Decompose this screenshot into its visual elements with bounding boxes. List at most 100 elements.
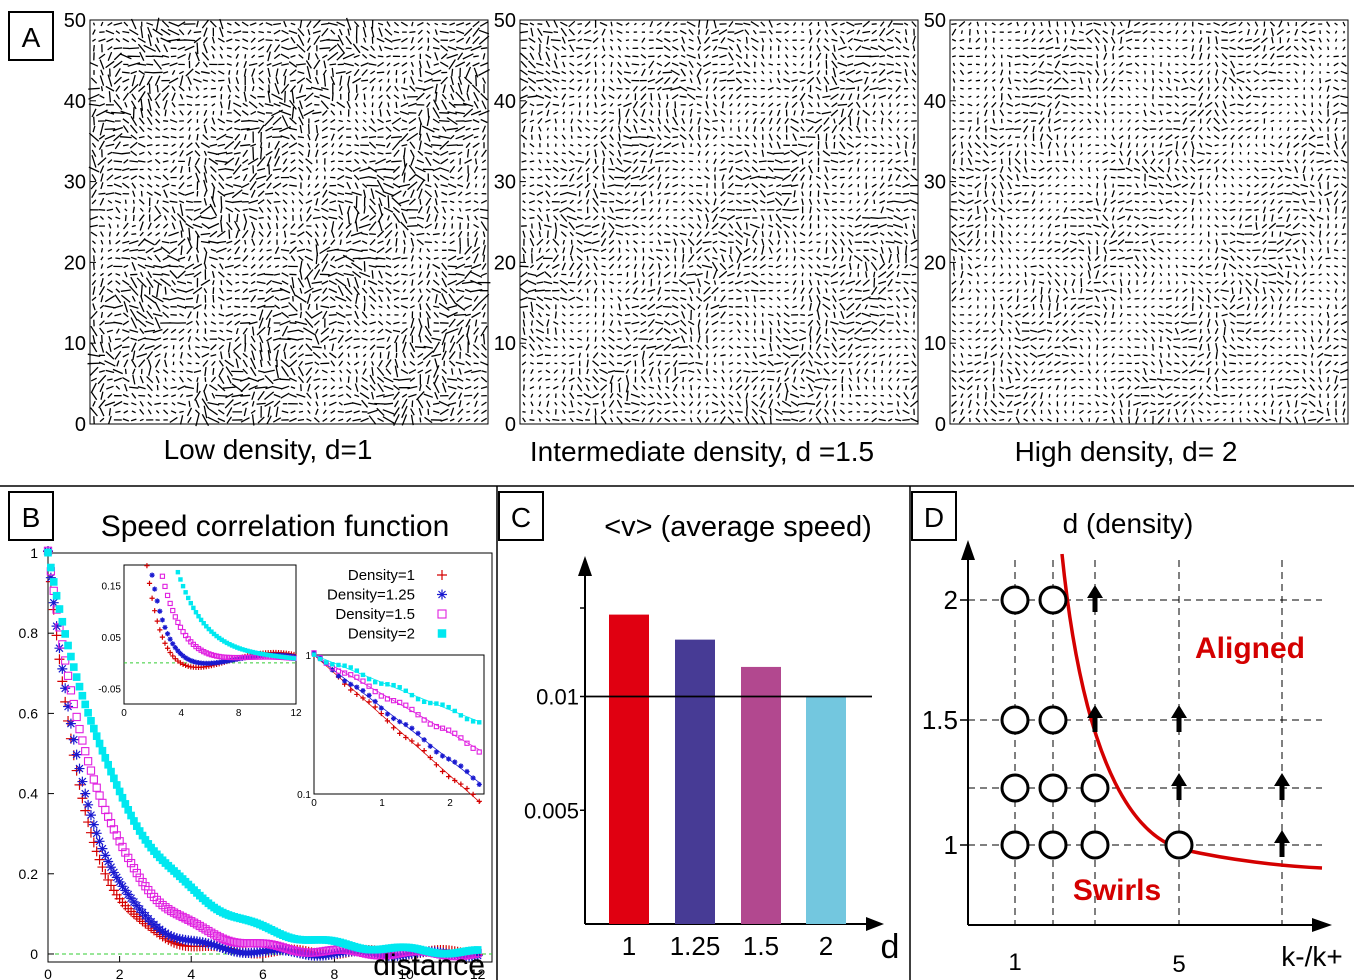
inset-point	[196, 614, 201, 619]
inset-point	[403, 734, 409, 741]
data-point	[95, 791, 104, 800]
swirl-state-marker	[1000, 830, 1030, 860]
inset-point	[209, 629, 214, 634]
panel-label-b: B	[22, 502, 41, 533]
inset-point	[330, 662, 335, 667]
inset-point	[232, 644, 237, 649]
inset-point	[242, 647, 248, 653]
inset-point	[273, 653, 279, 659]
inset-point	[172, 645, 178, 651]
inset-point	[341, 670, 348, 676]
legend-b: Density=1 Density=1.25 Density=1.5 Density=…	[327, 567, 447, 643]
panel-label-c: C	[511, 502, 531, 533]
x-tick-label: 5	[1172, 951, 1185, 978]
field-tick-label: 0	[75, 414, 86, 436]
inset-point	[476, 749, 482, 755]
data-point	[126, 858, 136, 868]
data-point	[72, 673, 81, 681]
inset-point	[159, 617, 166, 623]
data-point	[51, 630, 62, 641]
inset-x-tick-label: 8	[236, 708, 242, 719]
inset-point	[185, 656, 191, 662]
aligned-state-arrow	[1274, 773, 1290, 800]
inset-point	[470, 719, 476, 724]
inset-point	[255, 650, 261, 656]
data-point	[83, 799, 94, 810]
data-point	[135, 827, 144, 835]
data-point	[94, 836, 105, 847]
inset-point	[146, 580, 153, 586]
panel-label-box-c	[498, 491, 544, 541]
data-point	[101, 805, 110, 815]
inset-point	[378, 705, 384, 711]
data-point	[97, 862, 108, 873]
data-point	[51, 621, 62, 632]
chart-c-xlabel: d	[881, 928, 900, 966]
series-4	[44, 548, 482, 958]
data-point	[181, 914, 190, 923]
data-point	[100, 850, 111, 861]
inset-point	[415, 742, 421, 748]
inset-point	[260, 651, 266, 657]
inset-point	[372, 704, 378, 710]
inset-point	[390, 725, 397, 731]
inset-point	[167, 649, 173, 656]
inset-point	[464, 768, 470, 775]
inset-point	[421, 737, 427, 743]
inset-point	[464, 740, 470, 746]
inset-point	[464, 716, 470, 722]
y-axis-arrow	[961, 540, 975, 560]
field-tick-label: 40	[924, 91, 946, 113]
velocity-vectors	[519, 19, 919, 425]
inset-point	[247, 649, 253, 654]
inset-point	[188, 657, 194, 664]
data-point	[86, 766, 96, 775]
inset-series-2	[311, 650, 482, 788]
y-tick-label: 0.01	[536, 685, 579, 710]
legend-marker	[437, 589, 447, 600]
inset-y-tick-label: 0.1	[297, 790, 311, 801]
inset-point	[470, 745, 476, 751]
inset-point	[384, 718, 391, 724]
inset-point	[427, 721, 433, 727]
inset-point	[384, 696, 391, 702]
chart-c-title: <v> (average speed)	[604, 511, 872, 543]
data-point	[132, 822, 141, 830]
data-point	[103, 856, 114, 867]
data-point	[74, 763, 85, 774]
data-point	[223, 944, 234, 955]
inset-point	[162, 640, 168, 646]
inset-point	[229, 643, 235, 648]
inset-point	[433, 749, 439, 755]
inset-point	[198, 617, 204, 623]
caption-intermediate-density: Intermediate density, d =1.5	[530, 436, 874, 467]
panel-label-box-a	[8, 11, 54, 61]
inset-x-tick-label: 4	[179, 708, 185, 719]
field-tick-label: 20	[494, 252, 516, 274]
data-point	[94, 854, 105, 865]
bar-2	[806, 696, 846, 924]
inset-point	[397, 699, 403, 706]
data-point	[60, 683, 71, 694]
inset-point	[372, 688, 378, 695]
inset-y-tick-label: 0.05	[102, 633, 122, 644]
data-point	[135, 873, 144, 882]
inset-point	[164, 592, 171, 599]
y-tick-label: 0.6	[19, 705, 39, 721]
data-point	[227, 937, 236, 946]
y-tick-label: 0.4	[19, 786, 39, 802]
data-point	[215, 933, 225, 942]
data-point	[85, 827, 96, 838]
panel-label-box-d	[911, 491, 957, 541]
data-point	[98, 798, 107, 808]
vector-field-3: 0 10 20 30 40 50	[924, 10, 1349, 436]
legend-label: Density=2	[348, 626, 415, 643]
data-point	[218, 934, 227, 943]
x-tick-label: 1.5	[743, 931, 779, 961]
field-tick-label: 10	[494, 333, 516, 355]
inset-point	[433, 762, 439, 768]
data-point	[121, 848, 130, 857]
data-point	[178, 912, 187, 922]
inset-point	[167, 600, 173, 607]
inset-x-tick-label: 2	[447, 798, 453, 809]
